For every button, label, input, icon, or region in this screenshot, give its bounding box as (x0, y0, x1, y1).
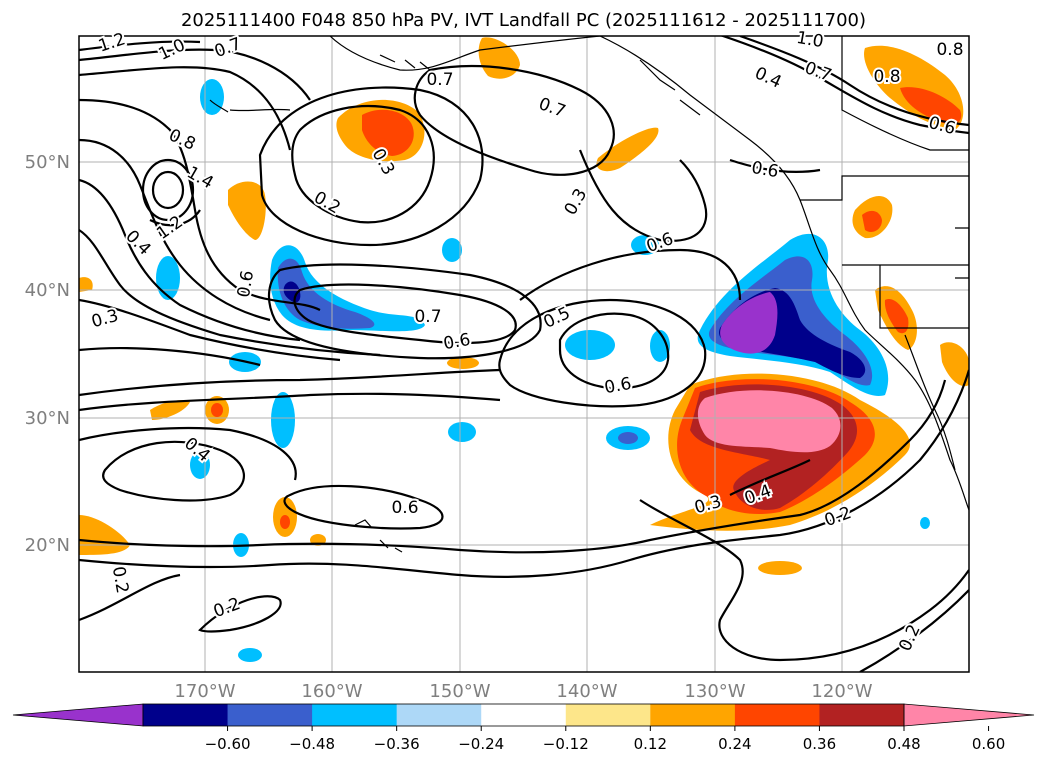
colorbar-segment (650, 704, 736, 726)
map-title: 2025111400 F048 850 hPa PV, IVT Landfall… (180, 10, 867, 31)
negative-anomaly-region (618, 432, 638, 444)
lat-label: 20°N (25, 535, 70, 556)
contour-label: 0.6 (442, 330, 472, 354)
colorbar-tick-label: −0.36 (374, 735, 420, 753)
negative-anomaly-region (920, 517, 930, 529)
plot-frame (78, 35, 970, 673)
negative-anomaly-region (650, 330, 670, 362)
positive-anomaly-region (228, 181, 266, 240)
colorbar-segment (143, 704, 229, 726)
colorbar-frame (142, 703, 905, 727)
negative-anomaly-region (720, 292, 778, 354)
positive-anomaly-region (596, 127, 659, 172)
colorbar-tick-label: 0.60 (972, 735, 1005, 753)
colorbar-segment (396, 704, 482, 726)
colorbar-segment (565, 704, 651, 726)
lon-label: 170°W (174, 681, 235, 702)
positive-anomaly-region (211, 403, 223, 417)
colorbar-ticks: −0.60 −0.48 −0.36 −0.24 −0.12 0.12 0.24 0.36 0.4… (205, 726, 1005, 753)
negative-anomaly-region (448, 422, 476, 442)
positive-anomaly-region (79, 277, 93, 292)
colorbar-segment (481, 704, 567, 726)
positive-anomaly-region (862, 210, 882, 232)
lat-label: 50°N (25, 152, 70, 173)
positive-anomaly-region (900, 87, 962, 125)
negative-anomaly-region (631, 235, 659, 255)
colorbar (12, 703, 1035, 727)
positive-anomaly-region (940, 342, 969, 387)
gridlines (79, 36, 969, 672)
positive-anomaly-region (758, 561, 802, 575)
longitude-labels: 170°W 160°W 150°W 140°W 130°W 120°W (174, 681, 872, 702)
negative-anomaly-region (156, 256, 180, 300)
lon-label: 140°W (556, 681, 617, 702)
positive-anomaly-region (362, 109, 414, 156)
contour-label: 0.7 (414, 307, 441, 327)
lon-label: 130°W (684, 681, 745, 702)
lat-label: 30°N (25, 408, 70, 429)
contour-label: 0.6 (391, 498, 418, 518)
contour-label: 0.8 (873, 67, 900, 87)
contour-lines (79, 36, 969, 672)
colorbar-tick-label: 0.36 (803, 735, 836, 753)
colorbar-tick-label: 0.24 (718, 735, 751, 753)
coastlines (209, 36, 969, 553)
positive-anomaly-region (697, 390, 841, 453)
colorbar-tick-label: −0.60 (205, 735, 251, 753)
colorbar-segment (312, 704, 398, 726)
negative-anomaly-region (442, 238, 462, 262)
colorbar-tick-label: −0.24 (458, 735, 504, 753)
colorbar-segment (819, 704, 905, 726)
colorbar-tick-label: 0.12 (634, 735, 667, 753)
negative-anomaly-region (283, 281, 301, 303)
positive-anomaly-region (280, 515, 290, 529)
negative-anomaly-region (238, 648, 262, 662)
colorbar-tick-label: −0.12 (543, 735, 589, 753)
colorbar-extend-max (903, 703, 1035, 727)
lon-label: 160°W (301, 681, 362, 702)
positive-anomaly-region (150, 400, 190, 420)
lon-label: 150°W (429, 681, 490, 702)
colorbar-segment (734, 704, 820, 726)
colorbar-tick-label: −0.48 (289, 735, 335, 753)
positive-anomaly-region (447, 357, 479, 369)
latitude-labels: 50°N 40°N 30°N 20°N (25, 152, 70, 556)
negative-anomaly-region (277, 258, 375, 329)
negative-anomaly-region (200, 79, 224, 115)
lon-label: 120°W (811, 681, 872, 702)
contour-label: 0.8 (936, 40, 963, 60)
contour-label: 0.7 (426, 70, 453, 90)
colorbar-tick-label: 0.48 (887, 735, 920, 753)
colorbar-extend-min (12, 703, 144, 727)
colorbar-segment (227, 704, 313, 726)
negative-anomaly-region (565, 330, 615, 360)
positive-anomaly-region (884, 299, 909, 334)
lat-label: 40°N (25, 280, 70, 301)
negative-anomaly-region (271, 392, 295, 448)
